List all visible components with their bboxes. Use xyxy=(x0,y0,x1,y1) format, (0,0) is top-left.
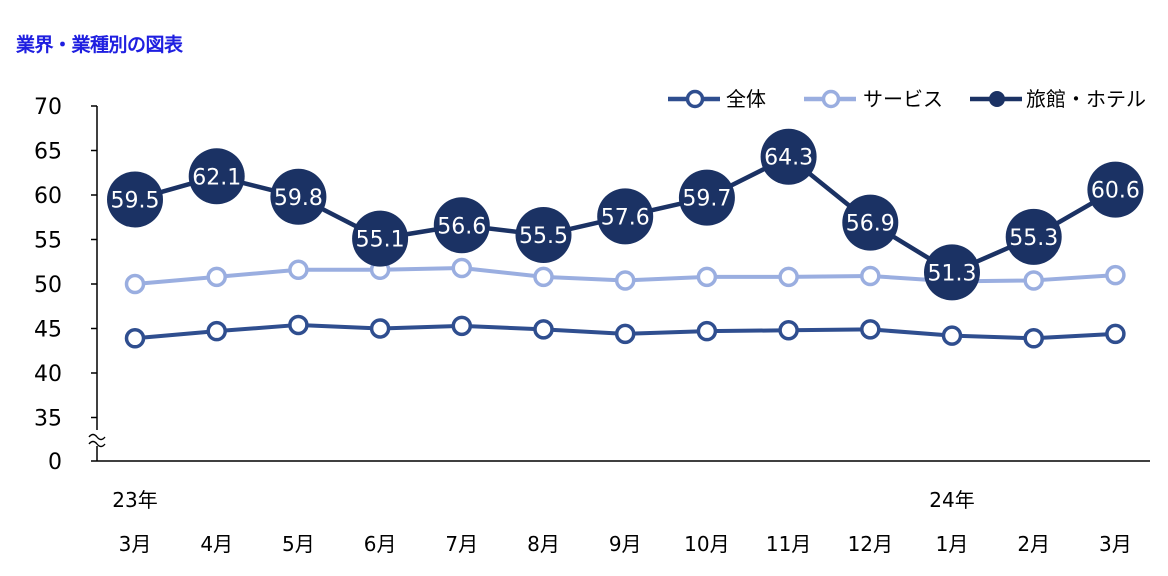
data-point xyxy=(860,265,881,287)
data-point xyxy=(696,320,718,342)
data-point xyxy=(533,266,554,288)
chart-axes: 35 40 45 50 55 60 65 70 0 xyxy=(34,95,1150,475)
data-point xyxy=(778,266,799,288)
data-point xyxy=(270,168,327,225)
data-label: 62.1 xyxy=(192,165,241,190)
legend-marker xyxy=(685,89,705,109)
legend-item-0: 全体 xyxy=(668,87,766,111)
data-point xyxy=(678,169,735,226)
data-point xyxy=(515,207,572,264)
x-tick-label: 3月 xyxy=(1099,532,1132,556)
x-tick-label: 6月 xyxy=(364,532,397,556)
legend-item-2: 旅館・ホテル xyxy=(970,87,1146,111)
year-label: 23年 xyxy=(112,488,157,512)
data-label: 59.8 xyxy=(274,186,323,211)
data-point xyxy=(842,194,899,251)
y-tick-label: 35 xyxy=(34,407,62,432)
y-tick-label: 0 xyxy=(48,450,62,475)
data-point xyxy=(941,325,963,346)
x-tick-label: 1月 xyxy=(936,532,969,556)
page-title: 業界・業種別の図表 xyxy=(16,34,183,56)
data-point xyxy=(696,266,718,288)
legend-marker xyxy=(989,91,1005,107)
y-tick-label: 50 xyxy=(34,273,62,298)
data-point xyxy=(352,210,409,267)
data-label: 55.5 xyxy=(519,224,568,249)
legend: 全体 サービス 旅館・ホテル xyxy=(668,87,1146,111)
data-point xyxy=(288,259,309,281)
y-tick-label: 60 xyxy=(34,184,62,209)
data-point xyxy=(107,171,163,228)
data-point xyxy=(597,188,654,245)
data-label: 51.3 xyxy=(928,261,977,286)
data-point xyxy=(188,148,245,205)
data-point xyxy=(614,323,636,345)
data-point xyxy=(614,270,636,291)
series-0 xyxy=(124,314,1126,349)
data-label: 60.6 xyxy=(1091,179,1140,204)
data-label: 55.3 xyxy=(1009,226,1058,251)
data-point xyxy=(760,128,817,185)
x-tick-label: 9月 xyxy=(609,532,642,556)
x-tick-label: 10月 xyxy=(684,532,729,556)
x-tick-label: 5月 xyxy=(282,532,315,556)
x-tick-label: 2月 xyxy=(1017,532,1050,556)
y-tick-label: 45 xyxy=(34,318,62,343)
legend-label: サービス xyxy=(863,87,943,111)
data-point xyxy=(206,266,227,288)
legend-label: 全体 xyxy=(726,87,766,111)
x-tick-label: 4月 xyxy=(200,532,233,556)
x-tick-label: 3月 xyxy=(119,532,152,556)
series-layer: 59.5 62.1 59.8 55.1 56.6 55.5 57.6 59.7 64.3 56.9… xyxy=(107,128,1144,349)
series-2: 59.5 62.1 59.8 55.1 56.6 55.5 57.6 59.7 64.3 56.9… xyxy=(107,128,1144,301)
legend-marker xyxy=(821,89,841,109)
data-point xyxy=(206,320,227,342)
data-point xyxy=(778,320,799,341)
data-point xyxy=(924,244,980,301)
data-label: 57.6 xyxy=(601,205,650,230)
y-tick-label: 55 xyxy=(34,229,62,254)
data-label: 59.5 xyxy=(111,188,160,213)
data-point xyxy=(1023,270,1044,291)
data-point xyxy=(1105,323,1126,345)
data-label: 59.7 xyxy=(682,187,731,212)
axis-break-mark xyxy=(88,433,106,448)
legend-label: 旅館・ホテル xyxy=(1026,87,1146,111)
data-point xyxy=(451,257,473,279)
data-label: 55.1 xyxy=(356,228,405,253)
legend-item-1: サービス xyxy=(804,87,943,111)
x-tick-label: 12月 xyxy=(848,532,893,556)
x-tick-label: 7月 xyxy=(445,532,478,556)
x-labels: 3月 4月 5月 6月 7月 8月 9月 10月 11月 12月 1月 2月 3月 23年 24年 xyxy=(112,488,1131,556)
data-point xyxy=(288,314,309,336)
y-tick-label: 70 xyxy=(34,95,62,120)
y-tick-label: 40 xyxy=(34,362,62,387)
data-point xyxy=(533,319,554,340)
data-point xyxy=(860,319,881,340)
data-point xyxy=(451,315,473,337)
data-point xyxy=(1087,161,1144,218)
data-label: 56.9 xyxy=(846,212,895,237)
data-point xyxy=(369,318,391,339)
year-label: 24年 xyxy=(929,488,974,512)
data-point xyxy=(1023,328,1044,349)
data-point xyxy=(124,273,146,295)
data-label: 56.6 xyxy=(437,214,486,239)
data-point xyxy=(433,197,490,254)
y-tick-label: 65 xyxy=(34,140,62,165)
data-label: 64.3 xyxy=(764,146,813,171)
data-point xyxy=(1105,264,1126,286)
data-point xyxy=(1005,208,1062,265)
x-tick-label: 11月 xyxy=(766,532,811,556)
data-point xyxy=(124,328,146,349)
x-tick-label: 8月 xyxy=(527,532,560,556)
